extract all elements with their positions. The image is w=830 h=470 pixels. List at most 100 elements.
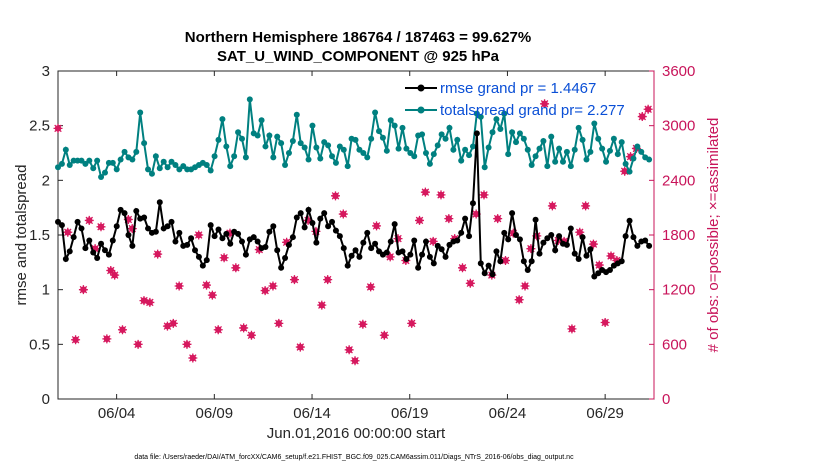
totalspread-point xyxy=(313,144,320,151)
obs-marker xyxy=(479,190,489,200)
rmse-point xyxy=(301,224,308,231)
obs-marker xyxy=(145,297,155,307)
totalspread-point xyxy=(352,136,359,143)
totalspread-point xyxy=(301,144,308,151)
rmse-point xyxy=(387,238,394,245)
rmse-point xyxy=(152,228,159,235)
totalspread-point xyxy=(270,154,277,161)
totalspread-point xyxy=(121,148,128,155)
rmse-point xyxy=(509,210,516,217)
totalspread-series xyxy=(55,96,653,181)
y-axis-right-label: # of obs: o=possible; ×=assimilated xyxy=(705,118,722,353)
y-tick-label-left: 2.5 xyxy=(29,118,50,135)
totalspread-point xyxy=(419,131,426,138)
obs-marker xyxy=(350,356,360,366)
rmse-point xyxy=(101,247,108,254)
totalspread-point xyxy=(133,148,140,155)
rmse-point xyxy=(227,240,234,247)
totalspread-point xyxy=(340,146,347,153)
rmse-point xyxy=(90,249,97,256)
x-tick-label: 06/04 xyxy=(98,405,136,422)
obs-marker xyxy=(231,263,241,273)
rmse-point xyxy=(442,253,449,260)
rmse-point xyxy=(403,256,410,263)
rmse-point xyxy=(192,247,199,254)
totalspread-point xyxy=(411,153,418,160)
totalspread-point xyxy=(646,156,653,163)
totalspread-point xyxy=(563,148,570,155)
totalspread-point xyxy=(274,133,281,140)
rmse-point xyxy=(58,222,65,229)
x-tick-label: 06/14 xyxy=(293,405,331,422)
totalspread-point xyxy=(469,143,476,150)
obs-marker xyxy=(500,256,510,266)
obs-marker xyxy=(457,263,467,273)
rmse-point xyxy=(356,253,363,260)
totalspread-point xyxy=(591,120,598,127)
rmse-point xyxy=(254,238,261,245)
totalspread-point xyxy=(638,148,645,155)
rmse-point xyxy=(540,239,547,246)
totalspread-point xyxy=(489,129,496,136)
obs-marker xyxy=(344,345,354,355)
rmse-point xyxy=(62,256,69,263)
totalspread-point xyxy=(94,157,101,164)
y-tick-label-right: 2400 xyxy=(662,172,695,189)
rmse-point xyxy=(501,229,508,236)
totalspread-point xyxy=(516,130,523,137)
totalspread-point xyxy=(137,109,144,116)
totalspread-point xyxy=(532,153,539,160)
totalspread-point xyxy=(603,158,610,165)
totalspread-point xyxy=(559,158,566,165)
obs-marker xyxy=(168,318,178,328)
totalspread-point xyxy=(583,156,590,163)
rmse-point xyxy=(184,241,191,248)
totalspread-point xyxy=(376,128,383,135)
rmse-point xyxy=(82,245,89,252)
obs-marker xyxy=(547,201,557,211)
rmse-point xyxy=(156,199,163,206)
totalspread-point xyxy=(235,129,242,136)
totalspread-point xyxy=(90,165,97,172)
obs-marker xyxy=(289,275,299,285)
obs-marker xyxy=(600,317,610,327)
rmse-point xyxy=(211,233,218,240)
totalspread-point xyxy=(438,131,445,138)
rmse-point xyxy=(348,252,355,259)
totalspread-point xyxy=(513,139,520,146)
rmse-point xyxy=(109,237,116,244)
obs-marker xyxy=(358,319,368,329)
rmse-point xyxy=(481,270,488,277)
legend-spread-label: totalspread grand pr= 2.277 xyxy=(440,102,625,119)
totalspread-point xyxy=(325,142,332,149)
chart-title-line1: Northern Hemisphere 186764 / 187463 = 99… xyxy=(185,29,531,46)
rmse-point xyxy=(438,246,445,253)
rmse-point xyxy=(250,234,257,241)
rmse-point xyxy=(164,223,171,230)
legend-rmse-label: rmse grand pr = 1.4467 xyxy=(440,80,596,97)
y-tick-label-left: 3 xyxy=(42,63,50,80)
x-tick-label: 06/09 xyxy=(196,405,234,422)
rmse-point xyxy=(98,240,105,247)
obs-marker xyxy=(385,252,395,262)
totalspread-point xyxy=(262,143,269,150)
totalspread-point xyxy=(266,132,273,139)
y-tick-label-right: 1800 xyxy=(662,227,695,244)
obs-marker xyxy=(239,323,249,333)
totalspread-point xyxy=(422,150,429,156)
rmse-point xyxy=(364,229,371,236)
totalspread-point xyxy=(618,139,625,146)
rmse-point xyxy=(309,219,316,226)
rmse-point xyxy=(70,234,77,241)
totalspread-point xyxy=(160,158,167,165)
totalspread-point xyxy=(258,117,265,124)
obs-marker xyxy=(260,286,270,296)
totalspread-point xyxy=(360,150,367,156)
obs-marker xyxy=(407,318,417,328)
obs-marker xyxy=(153,249,163,259)
rmse-point xyxy=(556,233,563,240)
y-tick-label-right: 1200 xyxy=(662,282,695,299)
rmse-point xyxy=(125,232,132,238)
totalspread-point xyxy=(289,137,296,144)
obs-marker xyxy=(567,324,577,334)
